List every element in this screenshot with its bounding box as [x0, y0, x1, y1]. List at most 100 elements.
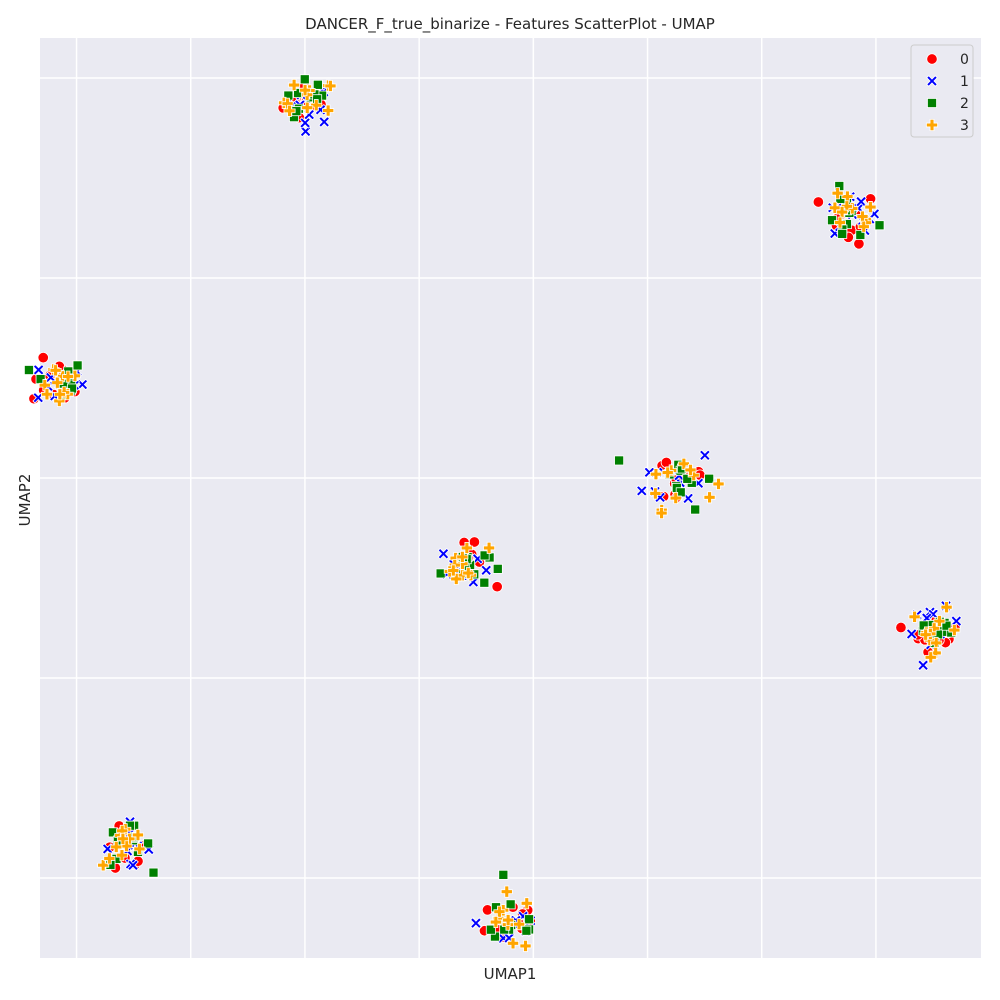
- data-point-series-3: [833, 216, 846, 229]
- data-point-series-3: [649, 487, 662, 500]
- data-point-series-2: [837, 228, 848, 239]
- data-point-series-3: [133, 842, 146, 855]
- cluster-7: [97, 815, 159, 878]
- data-point-series-0: [491, 581, 503, 593]
- legend-label-2: 2: [960, 96, 969, 112]
- data-point-series-1: [437, 547, 450, 560]
- data-point-series-3: [836, 206, 849, 219]
- data-point-series-3: [447, 564, 460, 577]
- data-point-series-3: [520, 897, 533, 910]
- data-point-series-3: [489, 916, 502, 929]
- data-point-series-3: [322, 104, 335, 117]
- data-point-series-3: [500, 885, 513, 898]
- data-point-series-3: [929, 646, 942, 659]
- data-point-series-3: [712, 477, 725, 490]
- data-point-series-3: [864, 201, 877, 214]
- data-point-series-3: [948, 624, 961, 637]
- data-point-series-2: [24, 365, 34, 375]
- data-point-series-2: [485, 924, 496, 935]
- data-points: [24, 74, 963, 952]
- data-point-series-2: [479, 577, 490, 588]
- data-point-series-3: [460, 541, 473, 554]
- data-point-series-2: [498, 869, 509, 880]
- cluster-3: [24, 352, 89, 407]
- data-point-series-2: [704, 473, 715, 484]
- data-point-series-1: [905, 628, 918, 640]
- data-point-series-1: [318, 116, 331, 128]
- data-point-series-2: [827, 215, 837, 226]
- x-axis-label: UMAP1: [484, 965, 537, 983]
- data-point-series-3: [110, 840, 123, 853]
- data-point-series-3: [840, 200, 853, 213]
- legend-label-3: 3: [960, 118, 969, 134]
- data-point-series-3: [299, 84, 312, 97]
- data-point-series-3: [456, 550, 469, 563]
- data-point-series-2: [72, 360, 83, 371]
- data-point-series-3: [857, 220, 870, 233]
- data-point-series-3: [51, 376, 64, 389]
- data-point-series-3: [703, 491, 716, 504]
- data-point-series-3: [483, 541, 496, 554]
- data-point-series-3: [62, 370, 75, 383]
- data-point-series-3: [684, 463, 697, 476]
- data-point-series-3: [53, 388, 66, 401]
- data-point-series-3: [831, 187, 844, 200]
- cluster-5: [435, 536, 503, 593]
- data-point-series-3: [301, 101, 314, 114]
- data-point-series-3: [288, 79, 301, 92]
- data-point-series-0: [853, 238, 865, 250]
- data-point-series-2: [855, 229, 866, 240]
- data-point-series-2: [312, 79, 323, 90]
- y-axis-label: UMAP2: [16, 474, 34, 527]
- data-point-series-2: [143, 838, 154, 849]
- data-point-series-3: [655, 507, 668, 520]
- data-point-series-2: [148, 867, 159, 878]
- plot-area: [40, 38, 981, 958]
- data-point-series-3: [519, 939, 532, 952]
- cluster-1: [277, 74, 337, 138]
- data-point-series-0: [812, 196, 825, 208]
- data-point-series-1: [699, 449, 711, 462]
- data-point-series-3: [502, 914, 515, 927]
- data-point-series-1: [101, 843, 114, 855]
- data-point-series-3: [930, 636, 943, 649]
- data-point-series-3: [49, 364, 62, 377]
- data-point-series-3: [324, 79, 337, 92]
- data-point-series-3: [493, 905, 506, 918]
- data-point-series-3: [115, 849, 128, 862]
- data-point-series-3: [933, 615, 946, 628]
- legend: 0 1 2 3: [910, 44, 974, 138]
- data-point-series-3: [649, 468, 662, 481]
- data-point-series-2: [690, 504, 701, 515]
- data-point-series-3: [97, 859, 110, 872]
- data-point-series-3: [661, 466, 674, 479]
- data-point-series-2: [614, 455, 625, 466]
- data-point-series-3: [40, 388, 53, 401]
- data-point-series-1: [480, 564, 493, 577]
- cluster-8: [470, 869, 537, 952]
- data-point-series-2: [874, 220, 885, 231]
- data-point-series-0: [895, 621, 907, 634]
- legend-box: [910, 44, 974, 138]
- data-point-series-1: [917, 659, 929, 672]
- data-point-series-3: [116, 832, 129, 845]
- data-point-series-3: [924, 651, 937, 664]
- data-point-series-2: [941, 620, 952, 631]
- data-point-series-3: [513, 918, 526, 931]
- data-point-series-2: [492, 563, 503, 574]
- data-point-series-2: [521, 925, 532, 936]
- data-point-series-3: [310, 99, 323, 112]
- data-point-series-3: [131, 828, 144, 841]
- data-point-series-0: [37, 352, 49, 364]
- data-point-series-3: [669, 492, 682, 505]
- data-point-series-3: [283, 104, 296, 117]
- cluster-2: [812, 181, 885, 250]
- legend-label-0: 0: [960, 52, 969, 68]
- legend-marker-0: [926, 53, 938, 65]
- legend-marker-3: [926, 119, 938, 131]
- data-point-series-3: [507, 937, 520, 950]
- data-point-series-3: [103, 852, 116, 865]
- data-point-series-1: [127, 859, 139, 872]
